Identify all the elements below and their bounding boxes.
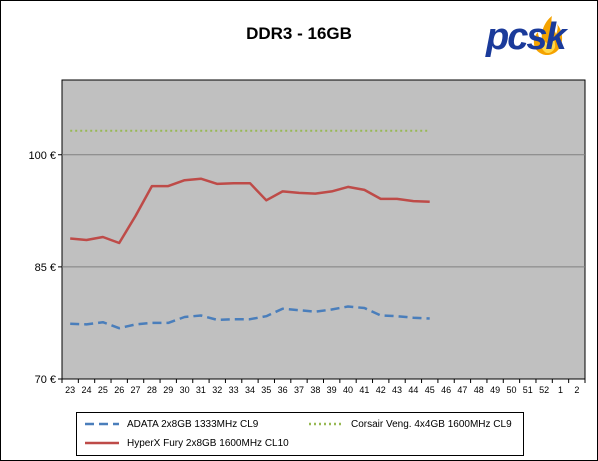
plot-area bbox=[61, 79, 586, 380]
svg-text:pcsk: pcsk bbox=[485, 16, 568, 58]
y-tick-label: 85 € bbox=[35, 262, 56, 274]
x-tick-label: 23 bbox=[65, 385, 75, 395]
x-tick-label: 32 bbox=[212, 385, 222, 395]
x-tick-label: 38 bbox=[310, 385, 320, 395]
pcsk-logo: pcsk bbox=[485, 16, 570, 58]
x-tick-label: 26 bbox=[114, 385, 124, 395]
legend-label-corsair: Corsair Veng. 4x4GB 1600MHz CL9 bbox=[351, 418, 512, 430]
chart-title: DDR3 - 16GB bbox=[246, 24, 352, 43]
x-tick-label: 27 bbox=[131, 385, 141, 395]
series-line-adata bbox=[70, 305, 430, 330]
x-tick-label: 31 bbox=[196, 385, 206, 395]
x-tick-label: 49 bbox=[490, 385, 500, 395]
x-tick-label: 28 bbox=[147, 385, 157, 395]
x-tick-label: 48 bbox=[474, 385, 484, 395]
x-tick-label: 2 bbox=[574, 385, 579, 395]
legend-label-adata: ADATA 2x8GB 1333MHz CL9 bbox=[127, 418, 259, 430]
x-tick-label: 1 bbox=[558, 385, 563, 395]
x-tick-label: 37 bbox=[294, 385, 304, 395]
legend-swatch-hyperx bbox=[85, 441, 119, 445]
x-tick-label: 40 bbox=[343, 385, 353, 395]
x-tick-label: 24 bbox=[82, 385, 92, 395]
x-tick-label: 52 bbox=[539, 385, 549, 395]
x-tick-label: 51 bbox=[523, 385, 533, 395]
x-tick-label: 36 bbox=[278, 385, 288, 395]
legend-item-corsair: Corsair Veng. 4x4GB 1600MHz CL9 bbox=[307, 417, 512, 431]
flame-core-icon bbox=[541, 32, 556, 53]
series-line-hyperx bbox=[70, 177, 430, 245]
x-tick-label: 45 bbox=[425, 385, 435, 395]
legend-swatch-adata bbox=[85, 422, 119, 426]
y-tick-label: 100 € bbox=[28, 150, 56, 162]
legend-label-hyperx: HyperX Fury 2x8GB 1600MHz CL10 bbox=[127, 437, 289, 449]
legend-item-hyperx: HyperX Fury 2x8GB 1600MHz CL10 bbox=[83, 436, 289, 450]
x-tick-label: 47 bbox=[457, 385, 467, 395]
x-tick-label: 46 bbox=[441, 385, 451, 395]
x-tick-label: 25 bbox=[98, 385, 108, 395]
x-tick-label: 50 bbox=[506, 385, 516, 395]
x-tick-label: 39 bbox=[327, 385, 337, 395]
legend-item-adata: ADATA 2x8GB 1333MHz CL9 bbox=[83, 417, 258, 431]
legend-swatch-corsair bbox=[309, 422, 343, 426]
x-tick-label: 42 bbox=[376, 385, 386, 395]
y-tick-label: 70 € bbox=[35, 374, 56, 386]
legend: ADATA 2x8GB 1333MHz CL9 Corsair Veng. 4x… bbox=[76, 412, 524, 456]
x-tick-label: 29 bbox=[163, 385, 173, 395]
x-tick-label: 44 bbox=[408, 385, 418, 395]
x-tick-label: 43 bbox=[392, 385, 402, 395]
x-tick-label: 35 bbox=[261, 385, 271, 395]
x-tick-label: 34 bbox=[245, 385, 255, 395]
x-tick-label: 41 bbox=[359, 385, 369, 395]
x-tick-label: 30 bbox=[180, 385, 190, 395]
x-tick-label: 33 bbox=[229, 385, 239, 395]
